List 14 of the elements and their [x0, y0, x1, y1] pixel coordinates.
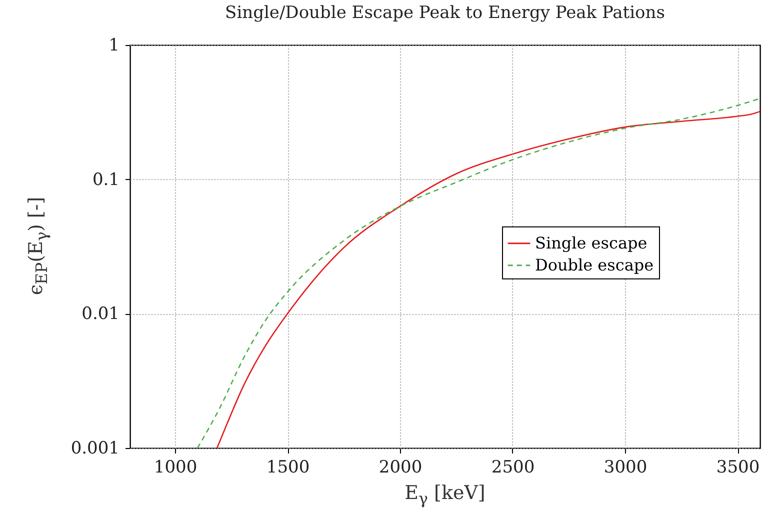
x-tick-label: 3000: [604, 458, 648, 478]
y-tick-label: 1: [108, 36, 120, 56]
x-tick-label: 2500: [491, 458, 535, 478]
x-tick-label: 3500: [716, 458, 760, 478]
x-tick-label: 2000: [378, 458, 422, 478]
legend-label: Double escape: [535, 255, 654, 274]
y-tick-label: 0.01: [82, 304, 120, 324]
x-tick-label: 1000: [154, 458, 198, 478]
y-tick-label: 0.1: [92, 170, 120, 190]
x-axis-title: E$_{γ}$ [keV]: [404, 482, 486, 508]
chart-title: Single/Double Escape Peak to Energy Peak Pations: [225, 3, 665, 23]
legend-label: Single escape: [535, 233, 648, 252]
x-tick-label: 1500: [266, 458, 310, 478]
y-tick-label: 0.001: [70, 438, 120, 458]
